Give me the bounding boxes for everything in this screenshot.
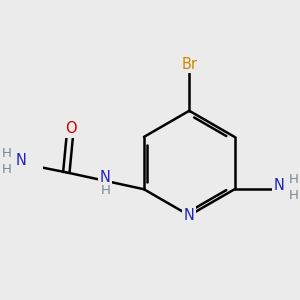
Text: H: H (289, 189, 298, 202)
Text: H: H (101, 184, 111, 197)
Text: N: N (100, 170, 111, 185)
Text: H: H (289, 172, 298, 186)
Text: N: N (15, 153, 26, 168)
Text: H: H (2, 163, 11, 176)
Text: O: O (65, 121, 76, 136)
Text: H: H (2, 147, 11, 160)
Text: N: N (274, 178, 285, 194)
Text: Br: Br (181, 57, 197, 72)
Text: N: N (184, 208, 195, 223)
